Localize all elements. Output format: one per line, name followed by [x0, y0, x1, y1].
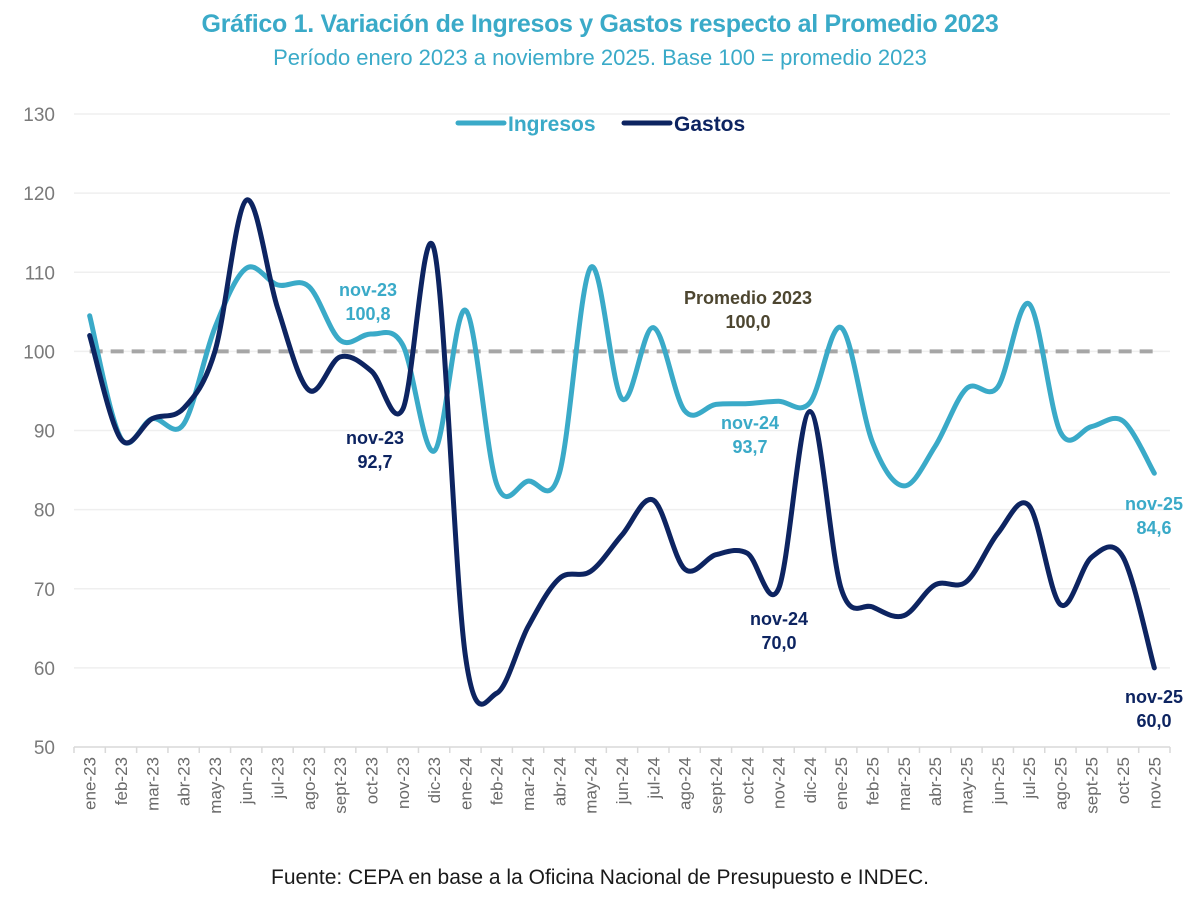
gridlines	[74, 113, 1170, 669]
annotation-label: nov-23	[339, 280, 397, 300]
x-tick-label: oct-24	[738, 757, 757, 804]
x-tick-label: feb-24	[488, 757, 507, 805]
annotations: nov-23 100,8 nov-23 92,7 nov-24 93,7 nov-24 70,…	[339, 280, 1183, 731]
x-tick-label: ene-24	[456, 757, 475, 810]
x-tick-label: dic-24	[801, 757, 820, 803]
x-tick-label: jun-25	[989, 757, 1008, 805]
y-tick-label: 50	[34, 738, 55, 759]
annotation-value: 70,0	[761, 633, 796, 653]
x-axis: ene-23 feb-23 mar-23 abr-23 may-23 jun-23 jul-…	[73, 746, 1171, 814]
y-tick-label: 60	[34, 659, 55, 680]
annotation-value: 92,7	[357, 452, 392, 472]
annotation-value: 84,6	[1136, 518, 1171, 538]
chart-subtitle: Período enero 2023 a noviembre 2025. Bas…	[273, 45, 927, 70]
x-tick-label: abr-24	[550, 757, 569, 806]
series-lines	[87, 197, 1157, 707]
series-line-gastos	[87, 197, 1157, 707]
legend: Ingresos Gastos	[455, 113, 745, 136]
x-tick-label: abr-23	[175, 757, 194, 806]
x-tick-label: sept-25	[1083, 757, 1102, 814]
annotation-label: nov-25	[1125, 687, 1183, 707]
annotation-label: nov-25	[1125, 494, 1183, 514]
x-tick-label: ene-23	[81, 757, 100, 810]
reference-annotation-value: 100,0	[725, 312, 770, 332]
y-tick-label: 90	[34, 422, 55, 443]
legend-label-gastos: Gastos	[674, 113, 745, 136]
x-tick-label: nov-25	[1145, 757, 1164, 809]
x-tick-label: ene-25	[832, 757, 851, 810]
x-tick-label: jun-24	[613, 757, 632, 805]
x-tick-label: nov-24	[770, 757, 789, 809]
x-tick-label: feb-25	[864, 757, 883, 805]
x-tick-label: ago-25	[1051, 757, 1070, 810]
x-tick-label: ago-24	[676, 757, 695, 810]
x-tick-label: may-24	[582, 757, 601, 814]
annotation-label: nov-24	[721, 413, 779, 433]
y-tick-label: 120	[23, 184, 55, 205]
series-line-ingresos	[87, 264, 1157, 499]
x-tick-label: sept-23	[331, 757, 350, 814]
source-note: Fuente: CEPA en base a la Oficina Nacion…	[271, 866, 929, 889]
y-axis-ticks: 50 60 70 80 90 100 110 120 130	[23, 105, 55, 759]
x-tick-label: jun-23	[237, 757, 256, 805]
x-tick-label: jul-23	[269, 757, 288, 800]
x-tick-label: ago-23	[300, 757, 319, 810]
annotation-label: nov-24	[750, 609, 808, 629]
x-tick-label: jul-24	[644, 757, 663, 800]
y-tick-label: 70	[34, 580, 55, 601]
y-tick-label: 110	[25, 263, 55, 284]
chart-title: Gráfico 1. Variación de Ingresos y Gasto…	[201, 10, 999, 38]
x-tick-label: may-23	[206, 757, 225, 814]
x-tick-label: feb-23	[112, 757, 131, 805]
annotation-value: 60,0	[1136, 711, 1171, 731]
y-tick-label: 130	[23, 105, 55, 126]
legend-label-ingresos: Ingresos	[508, 113, 596, 136]
x-tick-label: dic-23	[425, 757, 444, 803]
x-tick-label: sept-24	[707, 757, 726, 814]
x-tick-label: may-25	[957, 757, 976, 814]
x-tick-label: mar-23	[143, 757, 162, 811]
x-tick-label: jul-25	[1020, 757, 1039, 800]
x-tick-label: abr-25	[926, 757, 945, 806]
x-tick-label: oct-25	[1114, 757, 1133, 804]
y-tick-label: 80	[34, 501, 55, 522]
annotation-value: 93,7	[732, 437, 767, 457]
y-tick-label: 100	[23, 342, 55, 363]
reference-annotation-label: Promedio 2023	[684, 288, 812, 308]
annotation-label: nov-23	[346, 428, 404, 448]
x-tick-label: mar-25	[895, 757, 914, 811]
x-tick-label: nov-23	[394, 757, 413, 809]
x-tick-label: mar-24	[519, 757, 538, 811]
annotation-value: 100,8	[345, 304, 390, 324]
x-tick-label: oct-23	[362, 757, 381, 804]
